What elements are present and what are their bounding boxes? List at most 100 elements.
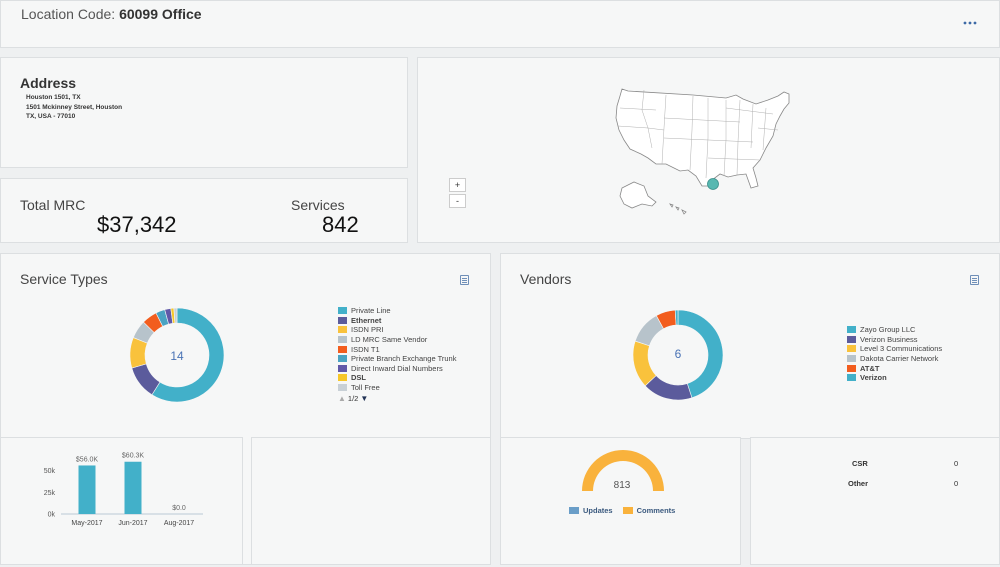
service-types-total: 14 <box>170 349 184 363</box>
legend-label: ISDN T1 <box>351 344 380 354</box>
services-value: 842 <box>322 212 359 237</box>
donut-slice[interactable] <box>173 307 178 324</box>
legend-swatch <box>338 384 347 392</box>
legend-swatch <box>338 307 347 315</box>
legend-item[interactable]: Direct Inward Dial Numbers <box>338 364 456 374</box>
us-map[interactable] <box>608 78 823 218</box>
bar-chart-card: 0k 25k 50k $56.0K May-2017 $60.3K Jun-2017 $0.0… <box>0 437 243 565</box>
legend-item[interactable]: Toll Free <box>338 383 456 393</box>
legend-item[interactable]: Level 3 Communications <box>847 344 942 354</box>
legend-swatch <box>338 345 347 353</box>
legend-pager[interactable]: ▲ 1/2 ▼ <box>338 394 368 403</box>
legend-label: Private Branch Exchange Trunk <box>351 354 457 364</box>
legend-item[interactable]: Private Branch Exchange Trunk <box>338 354 456 364</box>
gauge-arc <box>582 450 664 491</box>
legend-item[interactable]: Zayo Group LLC <box>847 325 942 335</box>
legend-swatch <box>847 364 856 372</box>
legend-item[interactable]: LD MRC Same Vendor <box>338 335 456 345</box>
legend-swatch <box>622 507 633 514</box>
address-line-1: Houston 1501, TX <box>26 94 81 101</box>
legend-item[interactable]: ISDN PRI <box>338 325 456 335</box>
legend-label: Updates <box>583 506 613 515</box>
export-icon[interactable] <box>460 275 469 285</box>
summary-card: Total MRC $37,342 Services 842 <box>0 178 408 243</box>
legend-label: Direct Inward Dial Numbers <box>351 363 443 373</box>
table-row: CSR 0 <box>852 459 962 468</box>
bar-data-label: $0.0 <box>172 505 186 512</box>
legend-item[interactable]: ISDN T1 <box>338 344 456 354</box>
bar[interactable] <box>78 465 96 514</box>
hawaii-shape <box>669 203 687 215</box>
legend-item[interactable]: DSL <box>338 373 456 383</box>
vendors-title: Vendors <box>520 271 572 287</box>
legend-label: Ethernet <box>351 315 382 325</box>
header-card: Location Code: 60099 Office <box>0 0 1000 48</box>
legend-item[interactable]: Verizon <box>847 373 942 383</box>
zoom-out-button[interactable]: - <box>449 194 466 208</box>
legend-item[interactable]: Private Line <box>338 306 456 316</box>
legend-label: LD MRC Same Vendor <box>351 335 428 345</box>
legend-label: Verizon <box>860 373 887 383</box>
vendors-donut: 6 <box>632 309 724 401</box>
map-card: + - <box>417 57 1000 243</box>
row-value: 0 <box>954 459 959 468</box>
gauge-legend-comments: Comments <box>622 506 676 515</box>
donut-slice[interactable] <box>674 309 679 326</box>
legend-label: AT&T <box>860 363 880 373</box>
legend-item[interactable]: Dakota Carrier Network <box>847 354 942 364</box>
x-tick-label: May-2017 <box>71 520 102 527</box>
state-borders <box>617 89 779 179</box>
zoom-in-button[interactable]: + <box>449 178 466 192</box>
legend-item[interactable]: Verizon Business <box>847 335 942 345</box>
gauge-value: 813 <box>614 480 631 491</box>
empty-card <box>251 437 491 565</box>
legend-swatch <box>847 345 856 353</box>
legend-swatch <box>847 326 856 334</box>
location-code: Location Code: 60099 Office <box>21 6 202 22</box>
donut-slice[interactable] <box>151 307 225 403</box>
total-mrc-value: $37,342 <box>97 212 177 237</box>
legend-label: Verizon Business <box>860 334 918 344</box>
pager-down-icon[interactable]: ▼ <box>360 394 369 403</box>
legend-swatch <box>847 355 856 363</box>
row-value: 0 <box>954 479 959 488</box>
address-card: Address Houston 1501, TX 1501 Mckinney S… <box>0 57 408 168</box>
address-line-3: TX, USA - 77010 <box>26 113 76 120</box>
address-line-2: 1501 Mckinney Street, Houston <box>26 103 123 111</box>
legend-label: Dakota Carrier Network <box>860 354 939 364</box>
y-tick-label: 50k <box>44 468 56 475</box>
legend-swatch <box>338 316 347 324</box>
y-tick-label: 0k <box>48 512 56 519</box>
gauge-legend-updates: Updates <box>569 506 613 515</box>
status-table-card: CSR 0 Other 0 <box>750 437 1000 565</box>
gauge-chart: 813 <box>582 450 664 491</box>
legend-label: Comments <box>636 506 676 515</box>
vendors-card: Vendors 6 Zayo Group LLC Verizon Business… <box>500 253 1000 439</box>
legend-label: Level 3 Communications <box>860 344 943 354</box>
alaska-shape <box>619 181 657 209</box>
legend-label: Toll Free <box>351 383 380 393</box>
legend-swatch <box>847 335 856 343</box>
legend-label: Zayo Group LLC <box>860 325 916 335</box>
legend-swatch <box>338 336 347 344</box>
donut-slice[interactable] <box>632 340 657 387</box>
location-code-value: 60099 Office <box>119 6 202 22</box>
pager-text: 1/2 <box>347 394 359 403</box>
x-tick-label: Jun-2017 <box>118 520 147 527</box>
legend-item[interactable]: Ethernet <box>338 316 456 326</box>
legend-item[interactable]: AT&T <box>847 363 942 373</box>
monthly-bar-chart: 0k 25k 50k $56.0K May-2017 $60.3K Jun-2017 $0.0… <box>44 453 203 527</box>
pager-up-icon[interactable]: ▲ <box>338 394 346 403</box>
total-mrc-label: Total MRC <box>20 197 86 213</box>
legend-swatch <box>338 355 347 363</box>
table-row: Other 0 <box>848 479 962 488</box>
export-icon[interactable] <box>970 275 979 285</box>
more-dots-icon[interactable] <box>963 13 977 25</box>
location-marker-icon[interactable] <box>707 178 719 190</box>
bar-data-label: $56.0K <box>76 456 99 463</box>
row-label: Other <box>848 479 869 488</box>
service-types-donut: 14 <box>129 307 225 403</box>
bar[interactable] <box>124 461 142 514</box>
location-code-label: Location Code: <box>21 6 116 22</box>
service-types-title: Service Types <box>20 271 108 287</box>
